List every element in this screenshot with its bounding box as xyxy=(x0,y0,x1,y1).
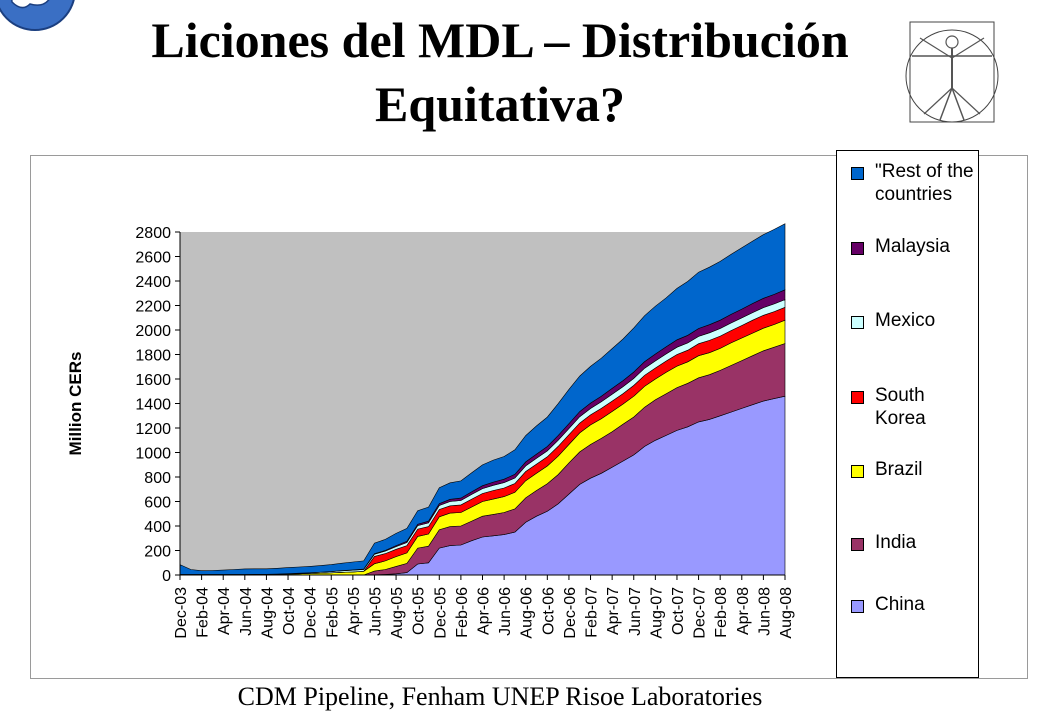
legend-label: Brazil xyxy=(875,459,923,480)
x-tick-label: Jun-07 xyxy=(627,587,644,636)
y-tick-label: 2400 xyxy=(135,274,171,291)
x-tick-label: Dec-06 xyxy=(562,587,579,639)
stacked-area-chart: 0 200 400 600 800 1000 1200 1400 1600 1800 2000 220… xyxy=(66,223,795,639)
x-tick-label: Oct-04 xyxy=(281,587,298,635)
x-tick-label: Aug-06 xyxy=(519,587,536,639)
y-tick-label: 200 xyxy=(144,544,171,561)
y-axis-title: Million CERs xyxy=(66,352,85,456)
y-tick-label: 2600 xyxy=(135,250,171,267)
y-tick-label: 1200 xyxy=(135,421,171,438)
legend-label: Malaysia xyxy=(875,236,950,257)
x-tick-label: Jun-06 xyxy=(497,587,514,636)
x-tick-label: Dec-05 xyxy=(432,587,449,639)
x-tick-label: Aug-07 xyxy=(648,587,665,639)
y-tick-label: 1800 xyxy=(135,348,171,365)
area-series xyxy=(179,223,786,575)
legend-swatch xyxy=(851,316,864,329)
y-tick-label: 1000 xyxy=(135,446,171,463)
slide-title: Liciones del MDL – Distribución Equitati… xyxy=(0,8,1000,136)
legend-label: "Rest of the countries xyxy=(875,161,974,205)
chart-frame xyxy=(30,155,1028,679)
x-tick-label: Feb-05 xyxy=(324,587,341,638)
y-tick-label: 2800 xyxy=(135,225,171,242)
x-tick-label: Feb-08 xyxy=(713,587,730,638)
y-tick-label: 2000 xyxy=(135,323,171,340)
x-tick-label: Feb-04 xyxy=(195,587,212,638)
x-tick-label: Oct-05 xyxy=(411,587,428,635)
x-tick-label: Aug-05 xyxy=(389,587,406,639)
y-tick-label: 800 xyxy=(144,470,171,487)
vitruvian-man-icon xyxy=(905,21,999,123)
x-tick-label: Apr-04 xyxy=(216,587,233,635)
legend-swatch xyxy=(851,391,864,404)
legend-swatch xyxy=(851,465,864,478)
y-tick-label: 1400 xyxy=(135,397,171,414)
x-tick-label: Jun-05 xyxy=(367,587,384,636)
legend-label: China xyxy=(875,594,925,615)
x-tick-label: Dec-07 xyxy=(692,587,709,639)
y-tick-label: 1600 xyxy=(135,372,171,389)
x-tick-label: Dec-03 xyxy=(173,587,190,639)
globe-puzzle-icon xyxy=(0,0,75,31)
source-caption: CDM Pipeline, Fenham UNEP Risoe Laborato… xyxy=(237,682,763,711)
x-tick-label: Oct-07 xyxy=(670,587,687,635)
x-tick-label: Apr-06 xyxy=(476,587,493,635)
slide-title-line1: Liciones del MDL – Distribución xyxy=(151,12,849,68)
x-tick-label: Aug-08 xyxy=(778,587,795,639)
x-tick-label: Apr-08 xyxy=(735,587,752,635)
x-tick-label: Dec-04 xyxy=(303,587,320,639)
legend-label: Mexico xyxy=(875,310,936,331)
x-tick-label: Apr-05 xyxy=(346,587,363,635)
slide-title-line2: Equitativa? xyxy=(374,76,626,132)
legend-swatch xyxy=(851,600,864,613)
legend-label: South Korea xyxy=(875,385,926,429)
x-tick-label: Apr-07 xyxy=(605,587,622,635)
legend-swatch xyxy=(851,167,864,180)
x-tick-label: Feb-06 xyxy=(454,587,471,638)
x-tick-label: Feb-07 xyxy=(584,587,601,638)
y-tick-label: 2200 xyxy=(135,299,171,316)
y-tick-label: 0 xyxy=(162,568,171,585)
legend-swatch xyxy=(851,242,864,255)
x-tick-label: Aug-04 xyxy=(259,587,276,639)
y-tick-label: 400 xyxy=(144,519,171,536)
legend-label: India xyxy=(875,532,917,553)
x-tick-label: Oct-06 xyxy=(540,587,557,635)
y-tick-label: 600 xyxy=(144,495,171,512)
legend-swatch xyxy=(851,538,864,551)
x-tick-label: Jun-04 xyxy=(238,587,255,636)
x-tick-label: Jun-08 xyxy=(756,587,773,636)
chart-legend: "Rest of the countries Malaysia Mexico Sout… xyxy=(836,150,979,678)
